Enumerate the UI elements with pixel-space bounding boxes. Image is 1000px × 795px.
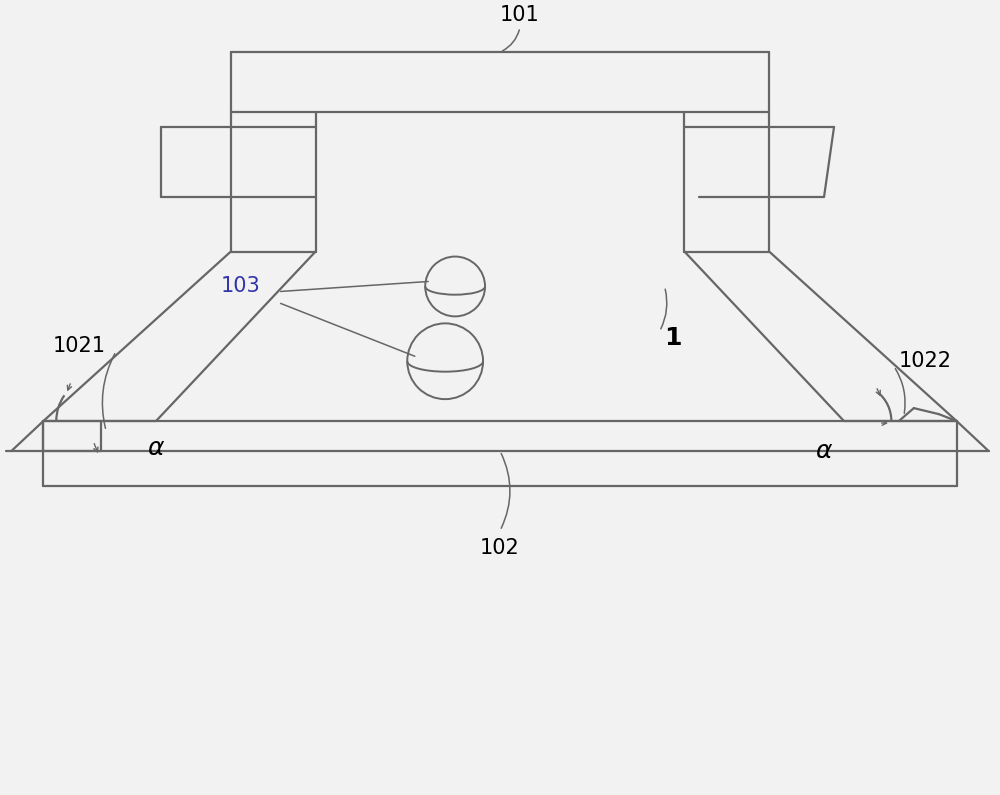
Text: 1021: 1021 xyxy=(53,336,106,356)
Text: 101: 101 xyxy=(500,6,540,25)
Text: 1: 1 xyxy=(665,326,682,351)
Text: 103: 103 xyxy=(221,277,261,297)
Text: 1022: 1022 xyxy=(899,351,952,371)
Text: $\alpha$: $\alpha$ xyxy=(147,436,165,460)
Text: $\alpha$: $\alpha$ xyxy=(815,439,833,463)
Text: 102: 102 xyxy=(480,537,520,558)
